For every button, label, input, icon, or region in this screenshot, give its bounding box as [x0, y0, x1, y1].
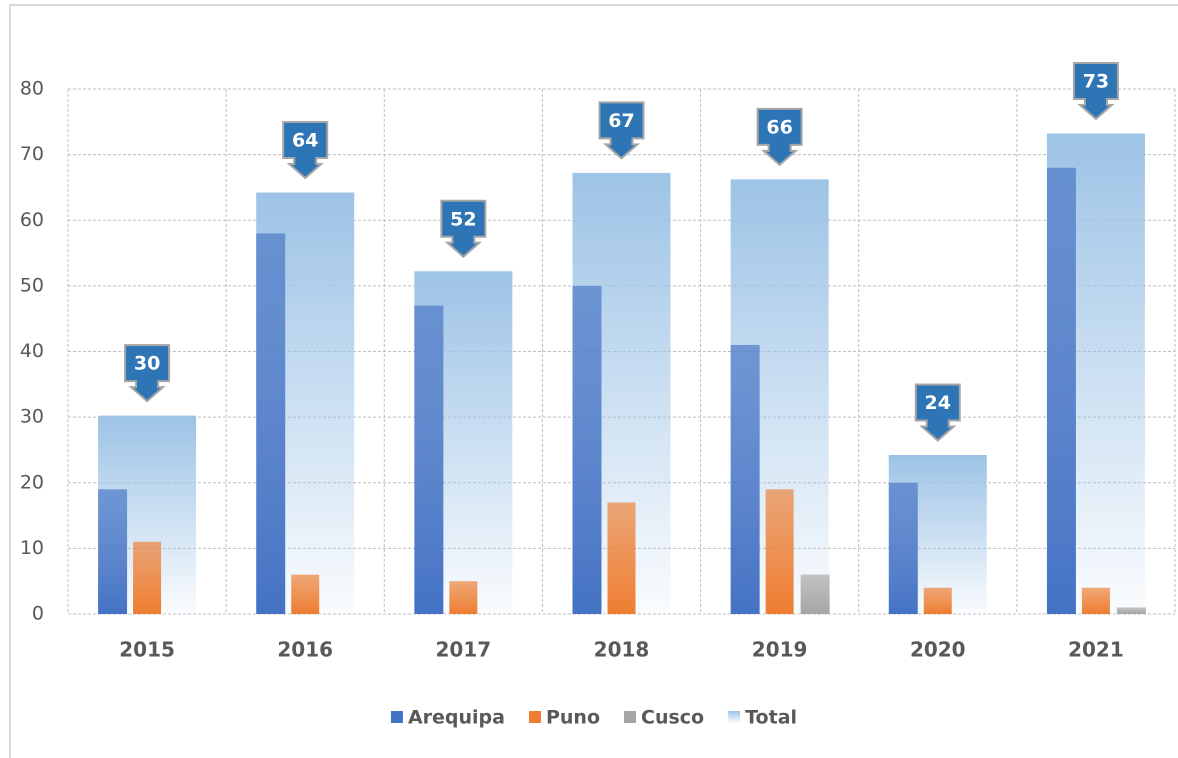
- callout: [440, 199, 487, 259]
- callout: [598, 101, 645, 160]
- bar: [256, 233, 286, 614]
- bar: [1046, 167, 1076, 614]
- frame: [9, 4, 1178, 758]
- callout: [914, 383, 961, 442]
- bar: [98, 489, 128, 614]
- y-tick-label: 10: [20, 537, 44, 559]
- y-tick-label: 20: [20, 471, 44, 493]
- y-tick-label: 50: [20, 274, 44, 296]
- data-label: 24: [925, 392, 951, 414]
- legend-marker: [624, 711, 637, 723]
- legend-label: Total: [745, 707, 797, 729]
- legend-label: Cusco: [641, 707, 704, 729]
- callout: [282, 121, 329, 180]
- bar: [888, 482, 918, 614]
- bar: [607, 502, 636, 614]
- data-label: 52: [450, 208, 476, 230]
- x-tick-label: 2017: [436, 638, 492, 662]
- y-tick-label: 0: [32, 603, 44, 625]
- legend: Arequipa Puno Cusco Total: [390, 707, 797, 729]
- y-tick-label: 40: [20, 340, 44, 362]
- legend-marker: [528, 711, 541, 723]
- data-label: 64: [292, 130, 318, 152]
- bar: [800, 574, 830, 614]
- data-label: 30: [134, 353, 160, 375]
- callout: [756, 107, 803, 167]
- x-tick-label: 2016: [277, 638, 333, 662]
- bar: [572, 285, 602, 614]
- bar: [923, 587, 952, 614]
- x-tick-label: 2020: [910, 638, 966, 662]
- bar: [291, 574, 320, 614]
- x-tick-label: 2018: [594, 638, 650, 662]
- bar: [414, 305, 444, 614]
- callout: [124, 344, 171, 403]
- x-tick-label: 2015: [119, 638, 175, 662]
- bar: [1081, 587, 1110, 614]
- legend-label: Arequipa: [408, 707, 505, 729]
- data-label: 73: [1083, 70, 1109, 92]
- y-tick-label: 70: [20, 143, 44, 165]
- legend-marker: [390, 711, 403, 723]
- bar: [449, 581, 478, 614]
- bar: [765, 489, 794, 614]
- y-tick-label: 80: [20, 78, 44, 100]
- x-tick-label: 2021: [1068, 638, 1124, 662]
- bar: [1116, 607, 1146, 614]
- bar: [133, 541, 162, 614]
- x-tick-label: 2019: [752, 638, 808, 662]
- callout: [1072, 61, 1119, 121]
- y-tick-label: 30: [20, 406, 44, 428]
- bar: [730, 344, 760, 614]
- data-label: 66: [766, 116, 792, 138]
- data-label: 67: [608, 110, 634, 132]
- legend-label: Puno: [546, 707, 600, 729]
- legend-marker: [728, 711, 741, 723]
- y-tick-label: 60: [20, 209, 44, 231]
